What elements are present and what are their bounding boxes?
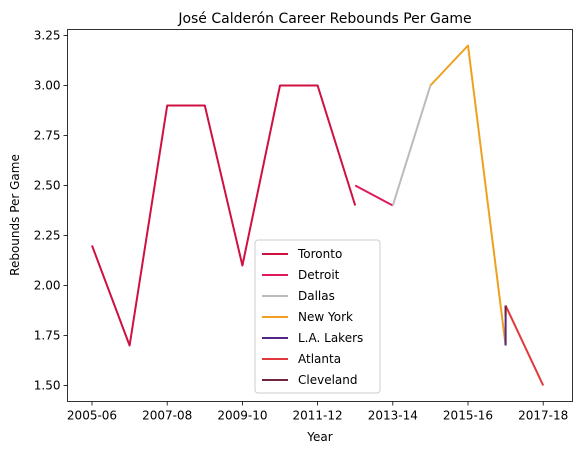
- y-tick-label: 2.50: [34, 179, 61, 193]
- legend-label: Dallas: [298, 289, 335, 303]
- series-line-new-york: [429, 44, 507, 346]
- legend-label: Toronto: [297, 247, 342, 261]
- series-line-detroit: [354, 184, 394, 207]
- y-tick-label: 2.00: [34, 279, 61, 293]
- series-line-atlanta: [504, 305, 545, 386]
- legend-box: [254, 239, 381, 394]
- y-tick-label: 2.25: [34, 229, 61, 243]
- y-tick-label: 2.75: [34, 129, 61, 143]
- y-tick-label: 3.25: [34, 29, 61, 43]
- x-tick-label: 2017-18: [518, 409, 568, 423]
- y-axis-label: Rebounds Per Game: [8, 154, 22, 276]
- y-tick-label: 1.75: [34, 329, 61, 343]
- plot-frame: [67, 29, 573, 402]
- legend: Toronto Detroit Dallas New York L.A. Lakers A…: [254, 239, 381, 394]
- legend-label: Cleveland: [298, 373, 358, 387]
- legend-label: New York: [298, 310, 353, 324]
- chart-title: José Calderón Career Rebounds Per Game: [177, 11, 471, 27]
- series-line-toronto: [91, 84, 357, 347]
- x-axis: 2005-06 2007-08 2009-10 2011-12 2013-14 2015-…: [67, 401, 568, 423]
- x-tick-label: 2007-08: [142, 409, 192, 423]
- x-tick-label: 2005-06: [67, 409, 117, 423]
- x-axis-label: Year: [306, 430, 332, 444]
- legend-label: Detroit: [298, 268, 340, 282]
- x-tick-label: 2009-10: [217, 409, 267, 423]
- legend-label: L.A. Lakers: [298, 331, 363, 345]
- x-tick-label: 2015-16: [443, 409, 493, 423]
- y-tick-label: 3.00: [34, 79, 61, 93]
- x-tick-label: 2013-14: [368, 409, 418, 423]
- series-line-dallas: [391, 85, 432, 206]
- y-tick-label: 1.50: [34, 379, 61, 393]
- plot-area: [91, 44, 545, 386]
- legend-label: Atlanta: [298, 352, 341, 366]
- y-axis: 1.50 1.75 2.00 2.25 2.50 2.75 3.00 3.25: [34, 29, 68, 393]
- x-tick-label: 2011-12: [293, 409, 343, 423]
